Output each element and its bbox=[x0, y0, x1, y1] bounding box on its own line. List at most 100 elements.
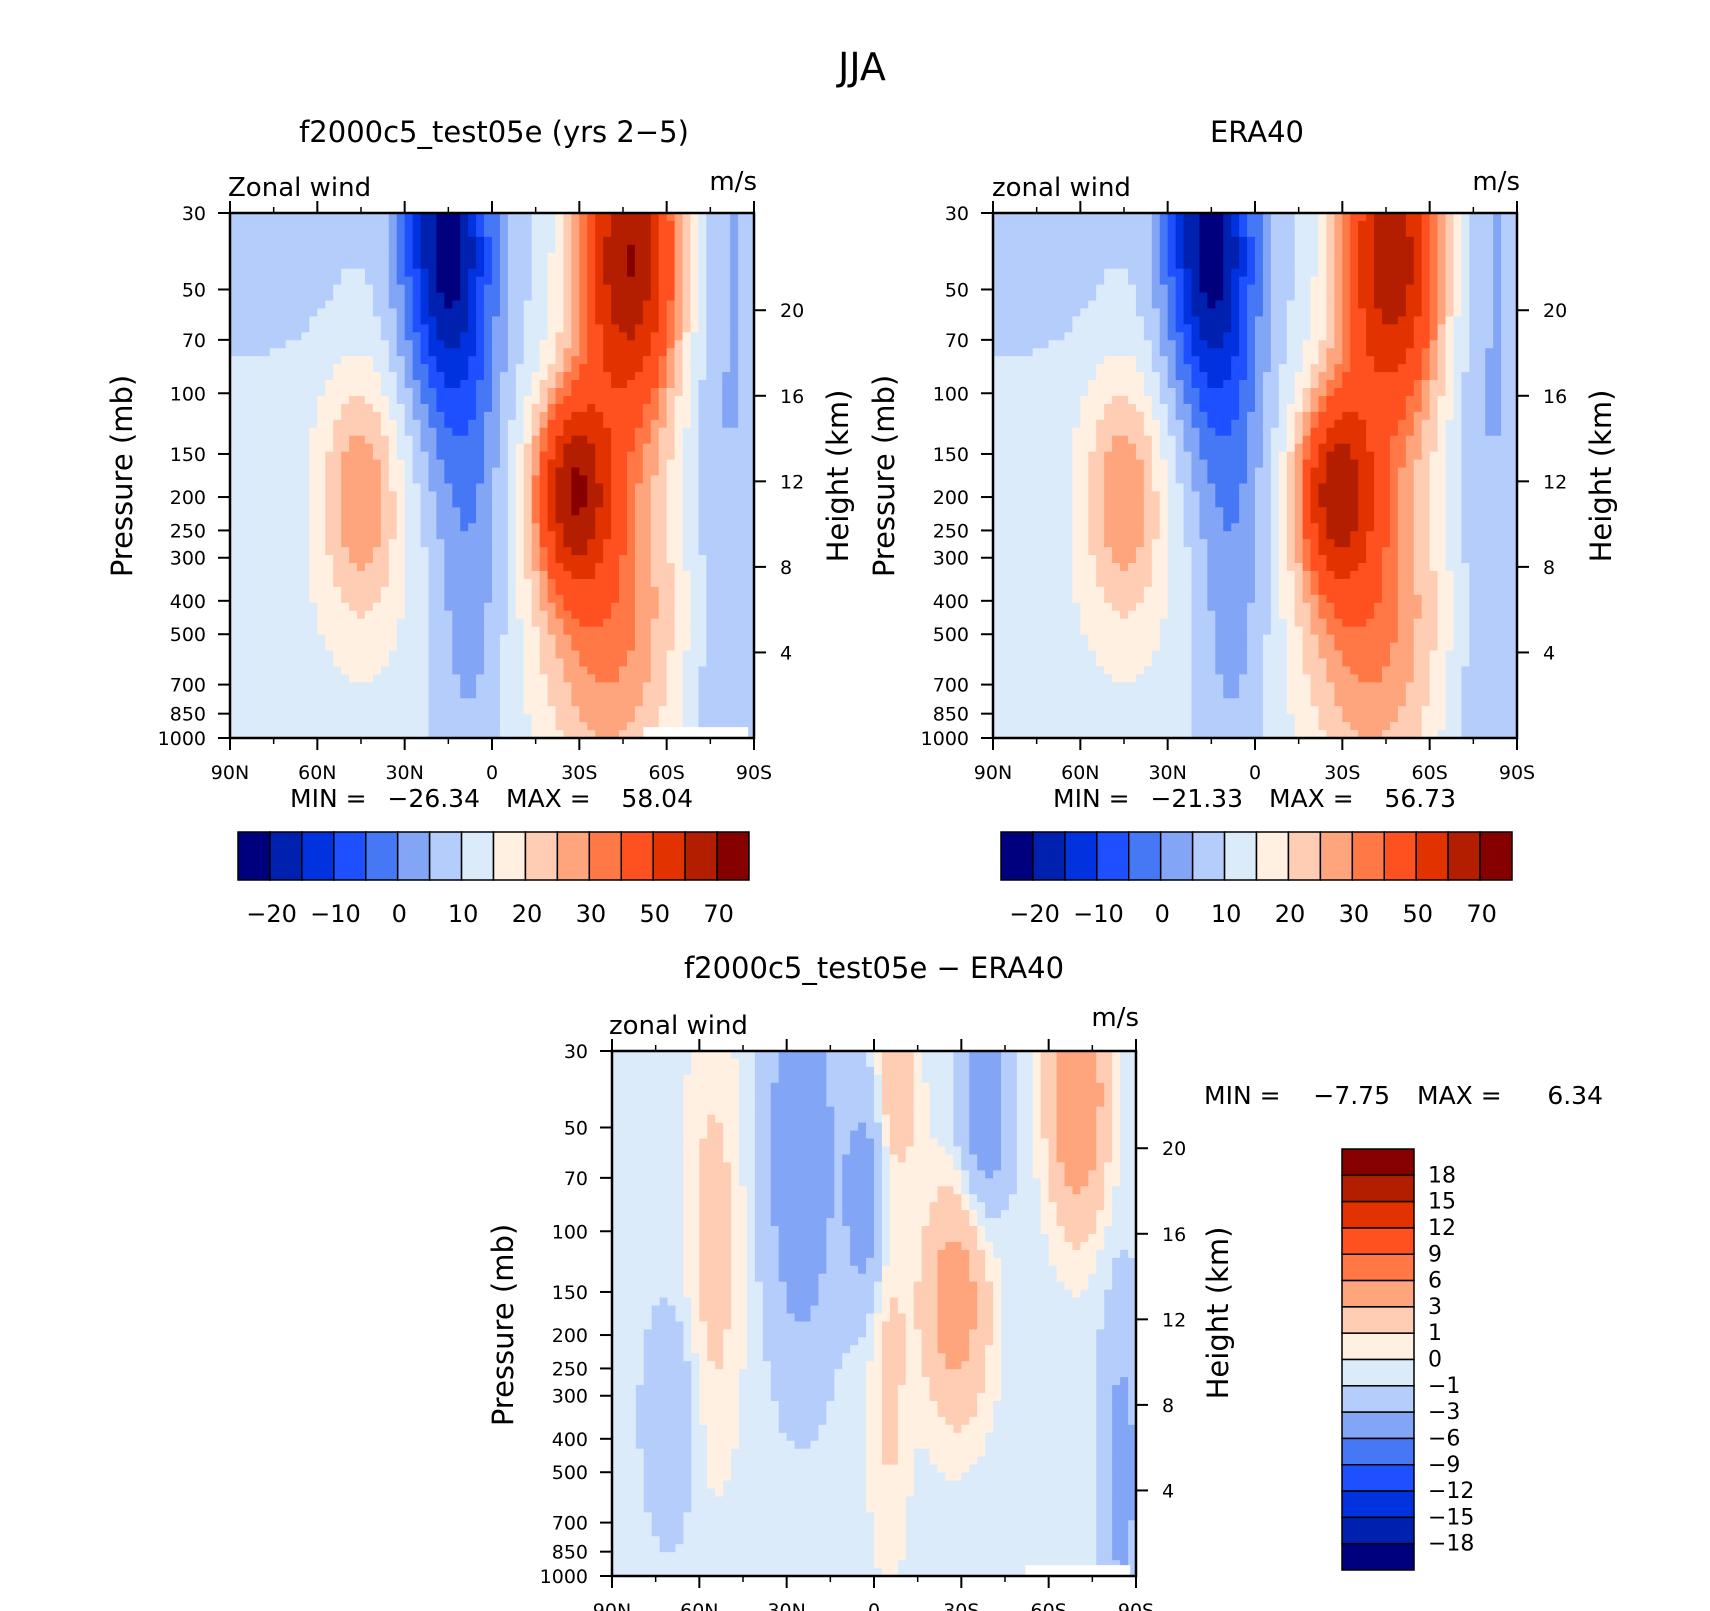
field-cell bbox=[341, 658, 350, 667]
field-cell bbox=[666, 698, 676, 707]
field-cell bbox=[626, 730, 636, 739]
field-cell bbox=[499, 451, 509, 461]
field-cell bbox=[539, 499, 549, 508]
field-cell bbox=[349, 570, 358, 580]
field-cell bbox=[237, 531, 247, 540]
field-cell bbox=[722, 276, 731, 286]
field-cell bbox=[738, 348, 747, 357]
field-cell bbox=[547, 380, 557, 389]
field-cell bbox=[293, 722, 303, 731]
field-cell bbox=[468, 555, 477, 564]
field-cell bbox=[539, 555, 549, 564]
field-cell bbox=[571, 252, 580, 262]
field-cell bbox=[436, 618, 445, 628]
field-cell bbox=[650, 491, 660, 500]
field-cell bbox=[237, 722, 247, 731]
field-cell bbox=[1000, 714, 1010, 723]
field-cell bbox=[285, 618, 295, 628]
field-cell bbox=[547, 483, 557, 492]
field-cell bbox=[571, 292, 580, 302]
field-cell bbox=[428, 563, 438, 572]
field-cell bbox=[674, 618, 684, 628]
field-cell bbox=[706, 435, 715, 445]
field-cell bbox=[515, 563, 525, 572]
field-cell bbox=[1008, 467, 1018, 477]
field-cell bbox=[714, 443, 723, 453]
field-cell bbox=[499, 316, 509, 325]
y-right-tick-label: 12 bbox=[780, 471, 804, 493]
field-cell bbox=[738, 698, 747, 707]
field-cell bbox=[619, 324, 628, 333]
field-cell bbox=[349, 610, 358, 620]
field-cell bbox=[1016, 523, 1026, 532]
field-cell bbox=[1048, 650, 1058, 660]
field-cell bbox=[468, 666, 477, 675]
field-cell bbox=[285, 372, 295, 381]
field-cell bbox=[253, 594, 263, 604]
field-cell bbox=[674, 324, 684, 333]
field-cell bbox=[333, 698, 342, 707]
field-cell bbox=[253, 340, 263, 349]
field-cell bbox=[436, 372, 445, 381]
field-cell bbox=[993, 698, 1002, 707]
field-cell bbox=[523, 252, 533, 262]
field-cell bbox=[603, 435, 612, 445]
field-cell bbox=[452, 284, 461, 294]
field-cell bbox=[476, 308, 485, 317]
field-cell bbox=[325, 332, 334, 341]
field-cell bbox=[372, 594, 382, 604]
field-cell bbox=[642, 332, 652, 341]
field-cell bbox=[515, 515, 525, 524]
field-cell bbox=[309, 308, 318, 317]
field-cell bbox=[1040, 443, 1050, 453]
field-cell bbox=[388, 698, 398, 707]
field-cell bbox=[476, 714, 485, 723]
field-cell bbox=[452, 594, 461, 604]
field-cell bbox=[619, 395, 628, 405]
field-cell bbox=[349, 515, 358, 524]
field-cell bbox=[341, 244, 350, 254]
field-cell bbox=[341, 602, 350, 612]
variable-label: Zonal wind bbox=[228, 173, 371, 203]
field-cell bbox=[412, 706, 422, 715]
field-cell bbox=[674, 610, 684, 620]
field-cell bbox=[380, 570, 390, 580]
field-cell bbox=[579, 292, 588, 302]
field-cell bbox=[730, 594, 739, 604]
field-cell bbox=[388, 308, 398, 317]
field-cell bbox=[428, 220, 438, 230]
field-cell bbox=[595, 642, 604, 652]
field-cell bbox=[293, 499, 303, 508]
field-cell bbox=[531, 395, 541, 405]
field-cell bbox=[730, 467, 739, 477]
field-cell bbox=[1024, 316, 1034, 325]
x-tick-label: 60S bbox=[649, 762, 685, 784]
field-cell bbox=[484, 722, 493, 731]
field-cell bbox=[333, 364, 342, 373]
field-cell bbox=[428, 459, 438, 469]
field-cell bbox=[301, 626, 310, 636]
field-cell bbox=[396, 213, 406, 222]
field-cell bbox=[722, 308, 731, 317]
field-cell bbox=[349, 706, 358, 715]
field-cell bbox=[349, 698, 358, 707]
field-cell bbox=[492, 650, 501, 660]
field-cell bbox=[1008, 531, 1018, 540]
field-cell bbox=[341, 213, 350, 222]
field-cell bbox=[634, 555, 644, 564]
field-cell bbox=[412, 292, 422, 302]
field-cell bbox=[634, 388, 644, 397]
field-cell bbox=[285, 260, 295, 270]
field-cell bbox=[698, 507, 707, 516]
field-cell bbox=[412, 443, 422, 453]
field-cell bbox=[230, 618, 239, 628]
field-cell bbox=[380, 459, 390, 469]
field-cell bbox=[515, 372, 525, 381]
field-cell bbox=[317, 475, 326, 485]
field-cell bbox=[444, 706, 453, 715]
field-cell bbox=[571, 419, 580, 429]
field-cell bbox=[515, 531, 525, 540]
field-cell bbox=[364, 467, 374, 477]
field-cell bbox=[571, 682, 580, 691]
field-cell bbox=[1040, 300, 1050, 310]
